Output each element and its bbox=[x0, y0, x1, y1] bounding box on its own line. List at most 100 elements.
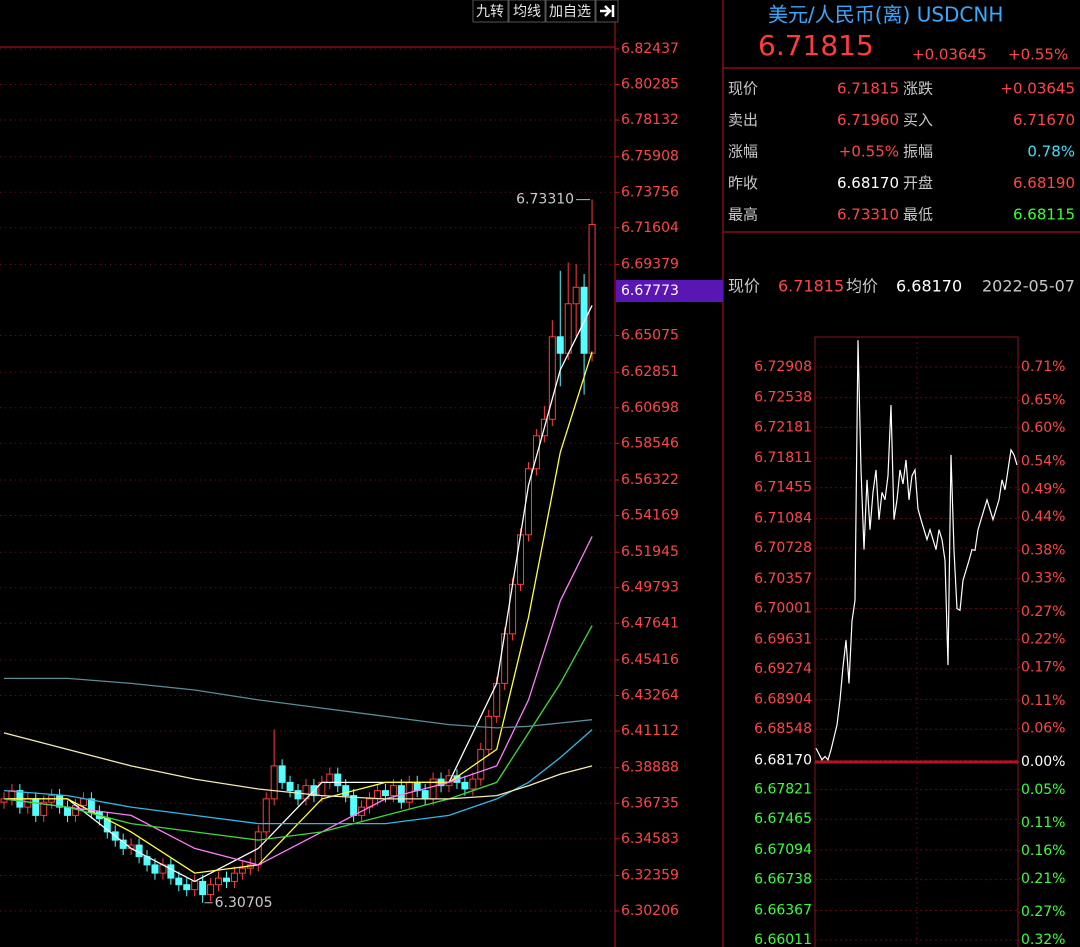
y-tick-label: 6.43264 bbox=[621, 687, 679, 703]
y-tick-label: 6.49793 bbox=[621, 580, 679, 596]
quote-label: 振幅 bbox=[903, 143, 933, 161]
candle-body bbox=[413, 781, 421, 792]
y-tick-label: 6.65075 bbox=[621, 328, 679, 344]
candle-body bbox=[32, 798, 40, 816]
y-tick-label: 6.69379 bbox=[621, 257, 679, 273]
quote-change: +0.03645 bbox=[912, 46, 987, 64]
button[interactable] bbox=[545, 0, 596, 23]
candle-body bbox=[167, 864, 175, 879]
y-tick-label: 6.34583 bbox=[621, 831, 679, 847]
status-value: 6.71815 bbox=[778, 277, 844, 296]
y-tick-label: 6.68904 bbox=[754, 692, 812, 708]
y2-tick-label: 0.22% bbox=[1021, 632, 1065, 648]
candle-body bbox=[556, 336, 564, 354]
button-label[interactable]: 九转 bbox=[476, 4, 504, 20]
y-tick-label: 6.30206 bbox=[621, 903, 679, 919]
quote-label: 最低 bbox=[903, 206, 933, 224]
y-tick-label: 6.58546 bbox=[621, 435, 679, 451]
quote-label: 现价 bbox=[728, 80, 758, 98]
annotation-label: 6.30705 bbox=[215, 895, 273, 911]
current-price-label: 6.67773 bbox=[621, 283, 679, 299]
candle-body bbox=[175, 877, 183, 886]
y-tick-label: 6.69274 bbox=[754, 661, 812, 677]
y2-tick-label: 0.27% bbox=[1021, 904, 1065, 920]
quote-table: 现价 6.71815 涨跌 +0.03645 卖出 6.71960 买入 6.71670 涨幅 +… bbox=[728, 80, 1075, 224]
quote-value: 6.71960 bbox=[837, 111, 899, 129]
quote-label: 昨收 bbox=[728, 174, 758, 192]
status-label: 现价 bbox=[728, 277, 760, 296]
y-tick-label: 6.36735 bbox=[621, 795, 679, 811]
y-tick-label: 6.66738 bbox=[754, 872, 812, 888]
y2-tick-label: 0.32% bbox=[1021, 932, 1065, 947]
y-tick-label: 6.71084 bbox=[754, 511, 812, 527]
y-tick-label: 6.70357 bbox=[754, 571, 812, 587]
y2-tick-label: 0.44% bbox=[1021, 509, 1065, 525]
status-label: 均价 bbox=[846, 277, 878, 296]
quote-price: 6.71815 bbox=[758, 29, 874, 62]
y2-tick-label: 0.05% bbox=[1021, 782, 1065, 798]
candle-body bbox=[326, 773, 334, 783]
y-tick-label: 6.68548 bbox=[754, 721, 812, 737]
y-tick-label: 6.80285 bbox=[621, 77, 679, 93]
y-tick-label: 6.54169 bbox=[621, 508, 679, 524]
candle-body bbox=[40, 801, 48, 816]
y-tick-label: 6.70728 bbox=[754, 540, 812, 556]
button[interactable] bbox=[472, 0, 509, 23]
moving-average bbox=[3, 729, 593, 825]
candle-body bbox=[207, 884, 215, 896]
candle-body bbox=[334, 773, 342, 787]
candle-body bbox=[294, 790, 302, 800]
y2-tick-label: 0.71% bbox=[1021, 359, 1065, 375]
quote-label: 开盘 bbox=[903, 174, 933, 192]
candle-body bbox=[278, 765, 286, 783]
quote-value: +0.55% bbox=[839, 143, 899, 161]
y2-tick-label: 0.06% bbox=[1021, 721, 1065, 737]
candle-body bbox=[588, 224, 596, 354]
y2-tick-label: 0.60% bbox=[1021, 420, 1065, 436]
status-date: 2022-05-07 bbox=[982, 277, 1075, 296]
y-tick-label: 6.67465 bbox=[754, 811, 812, 827]
candle-body bbox=[64, 806, 72, 816]
y-tick-label: 6.71811 bbox=[754, 450, 812, 466]
y-tick-label: 6.71455 bbox=[754, 480, 812, 496]
y-tick-label: 6.60698 bbox=[621, 400, 679, 416]
quote-value: 6.68190 bbox=[1013, 174, 1075, 192]
button-label[interactable]: 均线 bbox=[513, 4, 541, 20]
quote-change-pct: +0.55% bbox=[1008, 46, 1068, 64]
y2-tick-label: 0.54% bbox=[1021, 454, 1065, 470]
y2-tick-label: 0.65% bbox=[1021, 392, 1065, 408]
y-tick-label: 6.69631 bbox=[754, 631, 812, 647]
candle-body bbox=[87, 798, 95, 813]
candle-body bbox=[0, 798, 8, 803]
quote-value: 6.71815 bbox=[837, 80, 899, 98]
y-tick-label: 6.66011 bbox=[754, 932, 812, 947]
quote-value: 6.68115 bbox=[1013, 206, 1075, 224]
candle-body bbox=[501, 633, 509, 684]
candle-body bbox=[191, 880, 199, 891]
y-tick-label: 6.78132 bbox=[621, 112, 679, 128]
moving-average bbox=[4, 677, 593, 729]
y-tick-label: 6.73756 bbox=[621, 184, 679, 200]
y2-tick-label: 0.33% bbox=[1021, 570, 1065, 586]
price-line bbox=[815, 340, 1018, 761]
quote-label: 涨跌 bbox=[903, 80, 933, 98]
candle-body bbox=[532, 435, 540, 470]
candle-body bbox=[548, 336, 556, 420]
y-tick-label: 6.38888 bbox=[621, 760, 679, 776]
candle-body bbox=[24, 798, 32, 808]
quote-value: 0.78% bbox=[1027, 143, 1075, 161]
y2-tick-label: 0.17% bbox=[1021, 659, 1065, 675]
y-tick-label: 6.62851 bbox=[621, 364, 679, 380]
y2-tick-label: 0.49% bbox=[1021, 481, 1065, 497]
y-tick-label: 6.70001 bbox=[754, 601, 812, 617]
y2-tick-label: 0.27% bbox=[1021, 604, 1065, 620]
y-tick-label: 6.51945 bbox=[621, 544, 679, 560]
candle-body bbox=[564, 303, 572, 354]
quote-value: 6.73310 bbox=[837, 206, 899, 224]
y-tick-label: 6.41112 bbox=[621, 723, 679, 739]
button-label[interactable]: 加自选 bbox=[549, 4, 591, 20]
y-tick-label: 6.67821 bbox=[754, 782, 812, 798]
button[interactable] bbox=[508, 0, 546, 23]
moving-average bbox=[4, 351, 593, 874]
quote-label: 最高 bbox=[728, 206, 758, 224]
